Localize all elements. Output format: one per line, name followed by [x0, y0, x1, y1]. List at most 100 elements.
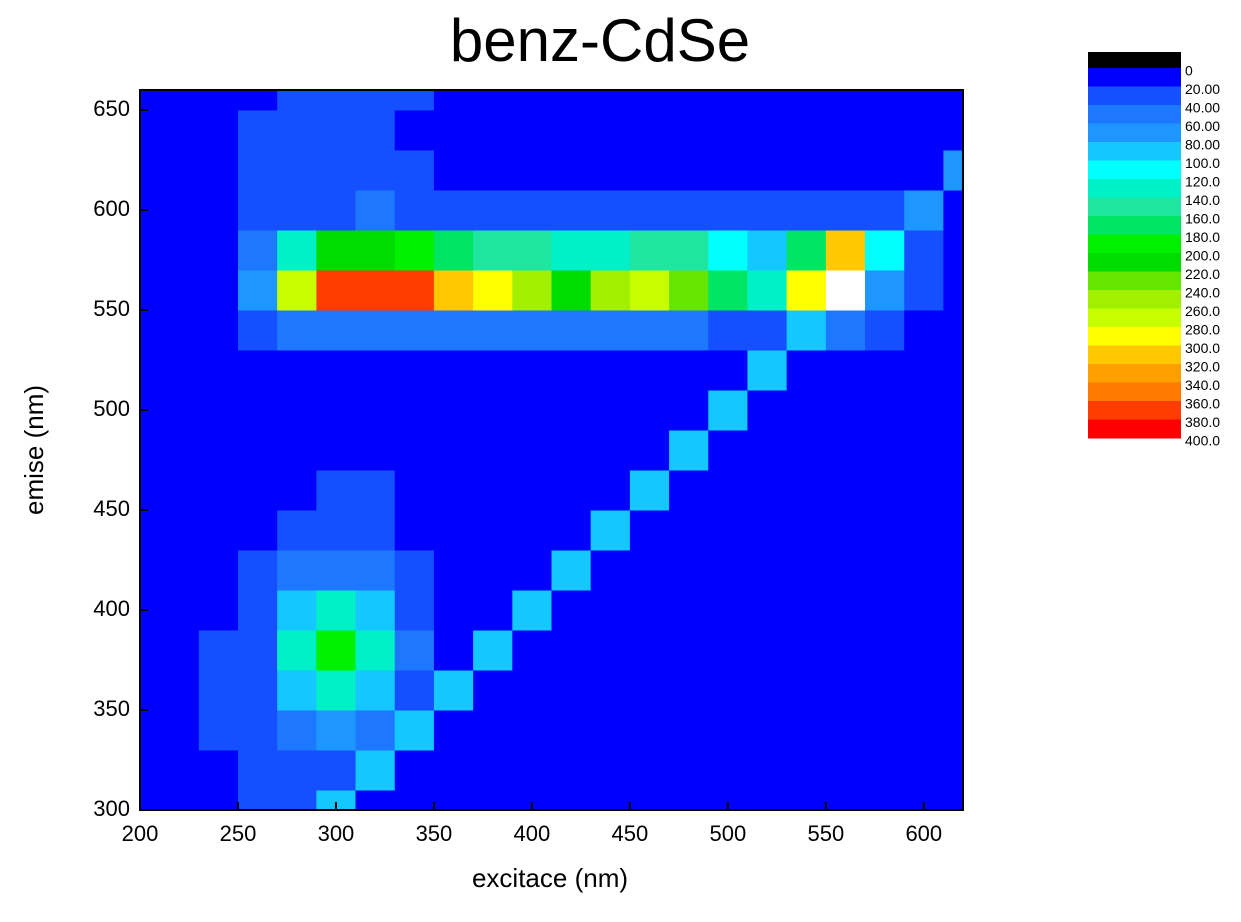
contour-cell — [473, 710, 513, 751]
contour-cell — [512, 270, 552, 311]
contour-cell — [277, 270, 317, 311]
colorbar-swatch — [1088, 419, 1181, 439]
contour-cell — [786, 590, 827, 631]
contour-cell — [140, 470, 161, 511]
contour-cell — [825, 630, 866, 671]
contour-cell — [747, 230, 788, 271]
colorbar-label: 320.0 — [1185, 359, 1220, 375]
contour-cell — [590, 510, 631, 551]
contour-cell — [433, 270, 474, 311]
contour-cell — [708, 390, 748, 431]
contour-cell — [708, 630, 748, 671]
contour-cell — [551, 670, 592, 711]
contour-cell — [512, 510, 552, 551]
contour-cell — [865, 350, 905, 391]
contour-cell — [825, 510, 866, 551]
contour-cell — [786, 390, 827, 431]
contour-cell — [433, 110, 474, 151]
contour-cell — [140, 190, 161, 231]
contour-cell — [198, 630, 239, 671]
colorbar-swatch — [1088, 382, 1181, 402]
contour-cell — [747, 270, 788, 311]
contour-cell — [159, 150, 200, 191]
contour-cell — [433, 710, 474, 751]
contour-cell — [198, 350, 239, 391]
colorbar-swatch — [1088, 160, 1181, 180]
contour-cell — [433, 550, 474, 591]
contour-cell — [904, 390, 944, 431]
contour-cell — [708, 110, 748, 151]
contour-cell — [316, 90, 357, 111]
contour-cell — [237, 630, 278, 671]
x-tick-label: 550 — [807, 821, 844, 846]
contour-cell — [433, 790, 474, 810]
x-tick-label: 600 — [905, 821, 942, 846]
contour-cell — [669, 270, 709, 311]
contour-cell — [473, 350, 513, 391]
contour-cell — [551, 750, 592, 791]
x-tick-label: 300 — [318, 821, 355, 846]
contour-cell — [355, 90, 396, 111]
contour-cell — [394, 270, 435, 311]
contour-cell — [140, 790, 161, 810]
contour-cell — [747, 670, 788, 711]
y-tick-label: 450 — [93, 496, 130, 521]
contour-cell — [473, 470, 513, 511]
contour-cell — [140, 630, 161, 671]
contour-cell — [904, 110, 944, 151]
contour-cell — [277, 550, 317, 591]
contour-cell — [237, 150, 278, 191]
contour-cell — [394, 190, 435, 231]
contour-cell — [473, 310, 513, 351]
contour-cell — [512, 150, 552, 191]
y-tick-label: 400 — [93, 596, 130, 621]
contour-cell — [237, 750, 278, 791]
x-tick-label: 450 — [612, 821, 649, 846]
contour-cell — [473, 390, 513, 431]
y-tick-label: 600 — [93, 196, 130, 221]
contour-cell — [708, 750, 748, 791]
contour-cell — [551, 110, 592, 151]
contour-cell — [159, 710, 200, 751]
colorbar-swatch — [1088, 271, 1181, 291]
contour-cell — [590, 90, 631, 111]
contour-cell — [865, 390, 905, 431]
contour-cell — [904, 270, 944, 311]
contour-cell — [669, 390, 709, 431]
contour-cell — [316, 190, 357, 231]
contour-cell — [825, 550, 866, 591]
colorbar-label: 300.0 — [1185, 340, 1220, 356]
contour-cell — [159, 270, 200, 311]
contour-cell — [394, 670, 435, 711]
contour-cell — [590, 310, 631, 351]
contour-cell — [865, 470, 905, 511]
contour-cell — [825, 190, 866, 231]
contour-cell — [140, 110, 161, 151]
contour-cell — [237, 430, 278, 471]
contour-cell — [669, 510, 709, 551]
contour-cell — [159, 590, 200, 631]
contour-cell — [904, 510, 944, 551]
contour-cell — [786, 310, 827, 351]
contour-cell — [786, 750, 827, 791]
contour-cell — [708, 230, 748, 271]
contour-cell — [708, 790, 748, 810]
contour-cell — [355, 430, 396, 471]
contour-cell — [237, 310, 278, 351]
contour-cell — [277, 190, 317, 231]
contour-cell — [512, 90, 552, 111]
colorbar-low — [1088, 52, 1181, 68]
contour-cell — [825, 230, 866, 271]
contour-cell — [394, 750, 435, 791]
contour-cell — [159, 630, 200, 671]
contour-cell — [551, 470, 592, 511]
contour-cell — [159, 390, 200, 431]
colorbar-label: 180.0 — [1185, 229, 1220, 245]
contour-cell — [394, 630, 435, 671]
contour-cell — [512, 750, 552, 791]
contour-cell — [865, 110, 905, 151]
contour-cell — [669, 110, 709, 151]
contour-cell — [708, 350, 748, 391]
contour-cell — [316, 710, 357, 751]
contour-cell — [865, 270, 905, 311]
